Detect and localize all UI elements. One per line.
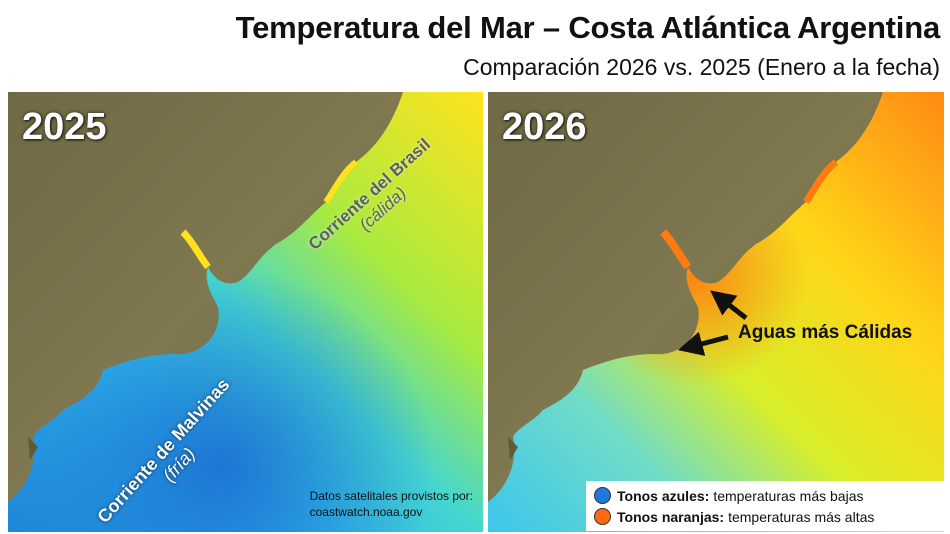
data-source-note: Datos satelitales provistos por: coastwa… (310, 488, 473, 520)
blue-dot-icon (594, 487, 611, 504)
year-label-2025: 2025 (22, 106, 107, 148)
sea-temperature-map-2026 (488, 92, 944, 532)
legend-orange-title: Tonos naranjas: (617, 508, 725, 525)
orange-dot-icon (594, 508, 611, 525)
page-title: Temperatura del Mar – Costa Atlántica Ar… (235, 10, 941, 45)
sea-temperature-map-2025 (8, 92, 483, 532)
source-line-2: coastwatch.noaa.gov (309, 505, 423, 519)
legend-row-blue: Tonos azules: temperaturas más bajas (594, 485, 936, 506)
legend-orange-text: temperaturas más altas (728, 508, 875, 525)
legend-blue-text: temperaturas más bajas (713, 487, 864, 504)
legend-blue-title: Tonos azules: (617, 487, 710, 504)
source-line-1: Datos satelitales provistos por: (309, 489, 473, 503)
warm-waters-label: Aguas más Cálidas (738, 322, 913, 343)
map-panel-2025: 2025 Corriente del Brasil (cálida) Corri… (8, 92, 483, 532)
year-label-2026: 2026 (502, 106, 587, 148)
legend: Tonos azules: temperaturas más bajas Ton… (586, 481, 944, 531)
map-panel-2026: 2026 Aguas más Cálidas (488, 92, 944, 532)
page-subtitle: Comparación 2026 vs. 2025 (Enero a la fe… (463, 54, 940, 80)
legend-row-orange: Tonos naranjas: temperaturas más altas (594, 506, 936, 527)
